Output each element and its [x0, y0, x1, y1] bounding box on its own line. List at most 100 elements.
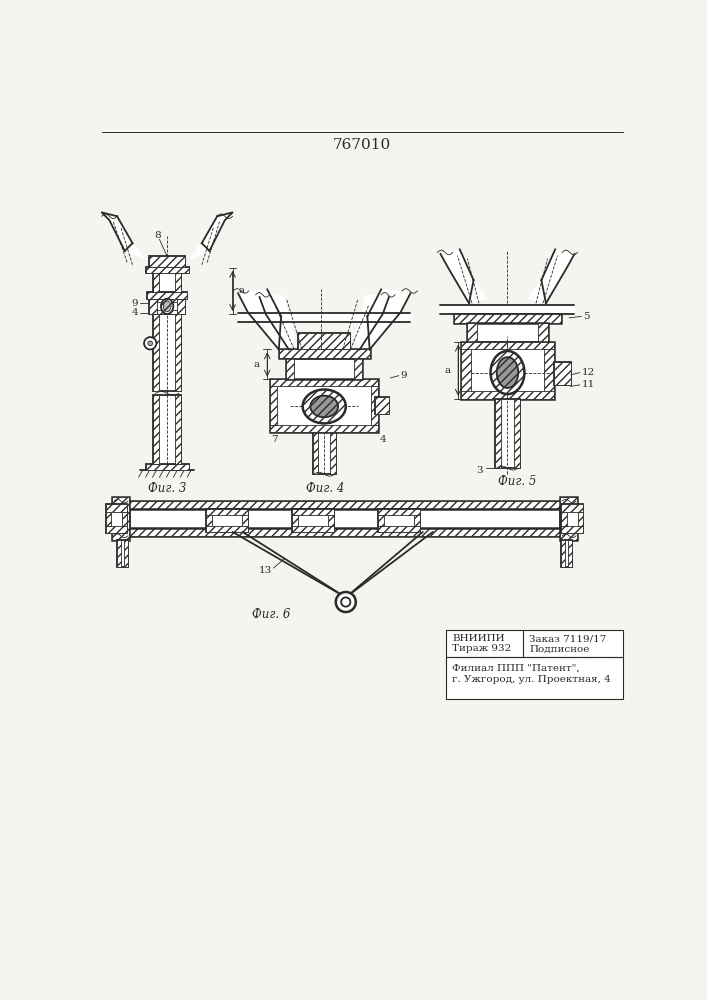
- Bar: [328, 515, 334, 526]
- Bar: [292, 509, 334, 515]
- Bar: [146, 267, 189, 273]
- Bar: [149, 299, 157, 314]
- Bar: [461, 342, 472, 399]
- Bar: [378, 526, 421, 532]
- Bar: [279, 349, 370, 358]
- Bar: [568, 540, 572, 567]
- Ellipse shape: [161, 299, 173, 314]
- Text: 9: 9: [132, 299, 138, 308]
- Bar: [105, 512, 111, 526]
- Bar: [146, 267, 189, 273]
- Bar: [330, 432, 336, 474]
- Text: 3: 3: [477, 466, 483, 475]
- Text: Фиг. 5: Фиг. 5: [498, 475, 537, 488]
- Bar: [105, 526, 127, 533]
- Bar: [286, 358, 362, 379]
- Bar: [561, 504, 583, 533]
- Bar: [554, 362, 571, 385]
- Bar: [270, 425, 378, 432]
- Bar: [175, 314, 181, 391]
- Text: a: a: [239, 286, 245, 295]
- Bar: [149, 256, 185, 267]
- Text: Фиг. 4: Фиг. 4: [306, 482, 344, 495]
- Bar: [129, 528, 560, 536]
- Bar: [129, 501, 560, 509]
- Bar: [117, 540, 128, 567]
- Bar: [378, 509, 421, 532]
- Bar: [554, 362, 571, 385]
- Circle shape: [144, 337, 156, 349]
- Circle shape: [341, 597, 351, 607]
- Text: a: a: [253, 360, 259, 369]
- Bar: [206, 509, 248, 532]
- Text: 11: 11: [581, 380, 595, 389]
- Bar: [375, 397, 389, 414]
- Ellipse shape: [303, 389, 346, 423]
- Text: 4: 4: [132, 308, 138, 317]
- Polygon shape: [190, 212, 233, 259]
- Bar: [153, 314, 160, 391]
- Bar: [206, 509, 248, 515]
- Bar: [124, 540, 128, 567]
- Bar: [298, 333, 351, 349]
- Bar: [112, 497, 129, 540]
- Bar: [561, 504, 583, 512]
- Polygon shape: [528, 249, 575, 303]
- Bar: [467, 323, 547, 342]
- Bar: [561, 540, 572, 567]
- Text: Тираж 932: Тираж 932: [452, 644, 511, 653]
- Circle shape: [148, 341, 153, 346]
- Text: 4: 4: [380, 435, 386, 444]
- Bar: [105, 504, 127, 533]
- Bar: [206, 526, 248, 532]
- Bar: [270, 379, 378, 386]
- Bar: [378, 515, 385, 526]
- Bar: [375, 397, 389, 414]
- Bar: [292, 509, 334, 532]
- Bar: [538, 323, 547, 342]
- Bar: [153, 273, 181, 292]
- Text: 8: 8: [154, 231, 160, 240]
- Bar: [279, 349, 370, 358]
- Bar: [153, 395, 160, 464]
- Text: Подписное: Подписное: [529, 644, 590, 653]
- Text: a: a: [445, 366, 450, 375]
- Text: 13: 13: [259, 566, 272, 575]
- Text: г. Ужгород, ул. Проектная, 4: г. Ужгород, ул. Проектная, 4: [452, 675, 611, 684]
- Bar: [298, 333, 351, 349]
- Bar: [157, 310, 177, 314]
- Bar: [157, 299, 177, 302]
- Polygon shape: [102, 212, 144, 259]
- Bar: [454, 314, 561, 323]
- Bar: [147, 292, 187, 299]
- Text: 9: 9: [400, 371, 407, 380]
- Polygon shape: [440, 305, 575, 314]
- Bar: [270, 379, 378, 432]
- Bar: [354, 358, 362, 379]
- Bar: [270, 386, 277, 425]
- Bar: [175, 273, 181, 292]
- Text: ВНИИПИ: ВНИИПИ: [452, 634, 505, 643]
- Polygon shape: [356, 289, 411, 349]
- Bar: [312, 432, 336, 474]
- Bar: [149, 256, 185, 267]
- Circle shape: [336, 592, 356, 612]
- Bar: [514, 399, 520, 468]
- Ellipse shape: [491, 351, 525, 394]
- Bar: [544, 342, 554, 399]
- Text: 767010: 767010: [333, 138, 391, 152]
- Bar: [495, 399, 501, 468]
- Text: 12: 12: [581, 368, 595, 377]
- Bar: [560, 497, 577, 540]
- Bar: [177, 299, 185, 314]
- Text: Фиг. 3: Фиг. 3: [148, 482, 187, 495]
- Bar: [454, 314, 561, 323]
- Bar: [292, 515, 298, 526]
- Bar: [122, 512, 127, 526]
- Bar: [286, 358, 294, 379]
- Bar: [146, 464, 189, 470]
- Bar: [495, 399, 520, 468]
- Text: 7: 7: [271, 435, 277, 444]
- Bar: [129, 501, 560, 509]
- Bar: [153, 314, 181, 391]
